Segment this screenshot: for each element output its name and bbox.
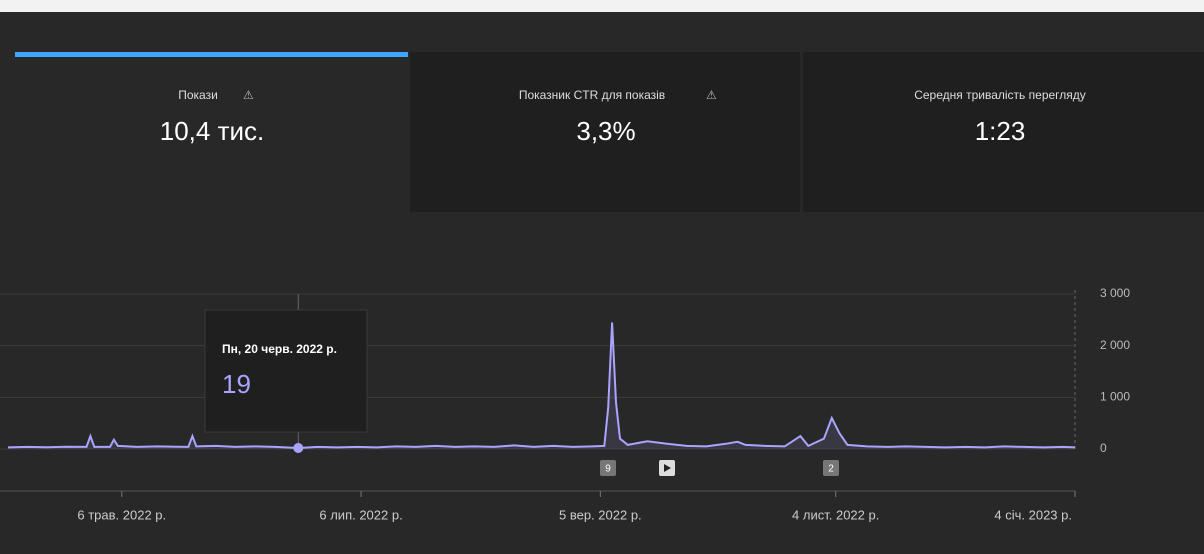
annotation-badge[interactable]: [600, 460, 616, 476]
tab[interactable]: [410, 52, 800, 212]
tab-indicator: [15, 52, 408, 57]
annotation-label: 9: [605, 464, 611, 475]
tab-title: Середня тривалість перегляду: [914, 88, 1086, 102]
tooltip: [204, 309, 368, 433]
x-tick-label: 4 лист. 2022 р.: [792, 507, 879, 522]
tab[interactable]: [15, 52, 408, 212]
x-tick-label: 6 лип. 2022 р.: [319, 507, 402, 522]
top-strip: [0, 0, 1204, 12]
play-icon: [664, 464, 671, 472]
tab[interactable]: [803, 52, 1204, 212]
tab-value: 3,3%: [576, 116, 635, 146]
x-tick-label: 6 трав. 2022 р.: [77, 507, 166, 522]
tab-value: 1:23: [975, 116, 1026, 146]
x-tick-label: 5 вер. 2022 р.: [559, 507, 642, 522]
warning-icon: ⚠: [243, 88, 254, 102]
line: [7, 322, 1076, 450]
x-tick-label: 4 січ. 2023 р.: [994, 507, 1072, 522]
tooltip-date: Пн, 20 черв. 2022 р.: [222, 342, 337, 356]
tab-title: Показник CTR для показів: [519, 88, 665, 102]
warning-icon: ⚠: [706, 88, 717, 102]
tab-title: Покази: [178, 88, 218, 102]
hover-point: [293, 443, 304, 454]
tab-value: 10,4 тис.: [160, 116, 264, 146]
y-tick-label: 2 000: [1100, 338, 1130, 352]
chart: 0 1 000 2 000 3 000 6 трав. 2022 р. 6 лип. 20…: [0, 286, 1130, 522]
annotation-label: 2: [828, 464, 834, 475]
y-tick-label: 0: [1100, 441, 1107, 455]
annotation-badge[interactable]: [823, 460, 839, 476]
tooltip-value: 19: [222, 369, 251, 399]
y-tick-label: 1 000: [1100, 390, 1130, 404]
y-tick-label: 3 000: [1100, 286, 1130, 300]
